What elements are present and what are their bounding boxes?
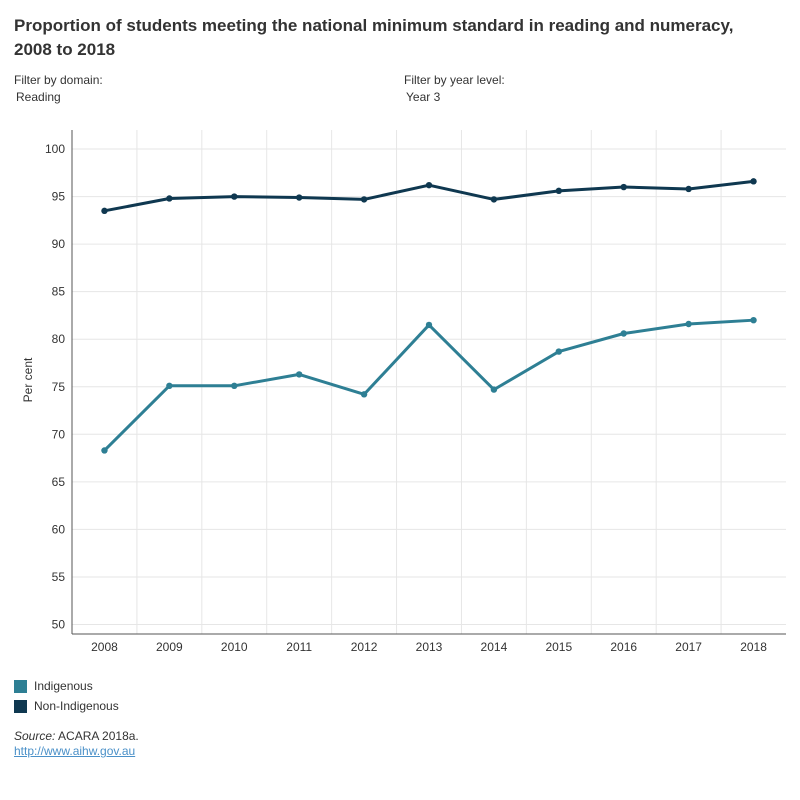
data-point-indigenous — [166, 382, 173, 390]
y-tick-label: 85 — [52, 285, 66, 299]
data-point-non-indigenous — [685, 185, 692, 193]
legend-swatch-indigenous — [14, 679, 27, 693]
x-tick-label: 2017 — [675, 640, 702, 654]
y-tick-label: 95 — [52, 190, 66, 204]
x-tick-label: 2012 — [351, 640, 378, 654]
filter-domain-select[interactable]: Reading — [16, 90, 61, 104]
data-point-non-indigenous — [231, 193, 238, 200]
x-tick-label: 2009 — [156, 640, 183, 654]
y-tick-label: 75 — [52, 380, 66, 394]
x-tick-label: 2013 — [416, 640, 443, 654]
legend-item-indigenous[interactable]: Indigenous — [14, 676, 119, 696]
data-point-non-indigenous — [490, 196, 498, 203]
data-point-indigenous — [101, 447, 108, 454]
filter-domain: Filter by domain: Reading — [14, 72, 103, 106]
x-tick-label: 2018 — [740, 640, 767, 654]
data-point-indigenous — [685, 320, 692, 328]
filter-year-level-select[interactable]: Year 3 — [406, 90, 441, 104]
data-point-non-indigenous — [360, 196, 368, 203]
data-point-non-indigenous — [555, 187, 563, 195]
data-point-non-indigenous — [425, 181, 433, 189]
x-tick-label: 2011 — [286, 640, 312, 654]
data-point-indigenous — [425, 321, 433, 329]
data-point-indigenous — [750, 316, 757, 324]
data-point-non-indigenous — [750, 178, 757, 185]
filter-domain-label: Filter by domain: — [14, 73, 103, 87]
y-tick-label: 60 — [52, 522, 66, 536]
data-point-non-indigenous — [620, 183, 627, 191]
filter-year-level-label: Filter by year level: — [404, 73, 505, 87]
legend: Indigenous Non-Indigenous — [14, 676, 119, 716]
aihw-link[interactable]: http://www.aihw.gov.au — [14, 744, 136, 758]
data-point-indigenous — [620, 330, 627, 337]
data-point-indigenous — [555, 348, 563, 355]
x-tick-label: 2008 — [91, 640, 118, 654]
filter-year-level: Filter by year level: Year 3 — [404, 72, 505, 106]
y-tick-label: 80 — [52, 332, 66, 346]
source-note: Source: ACARA 2018a. — [14, 728, 139, 744]
source-text: ACARA 2018a. — [55, 729, 139, 743]
data-point-indigenous — [490, 386, 498, 393]
x-tick-label: 2016 — [610, 640, 637, 654]
y-tick-label: 50 — [52, 617, 66, 631]
y-tick-label: 70 — [52, 427, 66, 441]
y-tick-label: 55 — [52, 570, 66, 584]
legend-label-indigenous: Indigenous — [34, 679, 93, 693]
x-tick-label: 2010 — [221, 640, 248, 654]
data-point-non-indigenous — [295, 194, 303, 201]
y-tick-label: 90 — [52, 237, 66, 251]
data-point-indigenous — [231, 382, 238, 390]
data-point-non-indigenous — [166, 195, 173, 202]
legend-item-non-indigenous[interactable]: Non-Indigenous — [14, 696, 119, 716]
x-tick-label: 2014 — [481, 640, 508, 654]
x-tick-label: 2015 — [545, 640, 572, 654]
data-point-indigenous — [360, 391, 368, 398]
data-point-non-indigenous — [101, 207, 108, 215]
data-point-indigenous — [295, 371, 303, 378]
y-axis-label: Per cent — [21, 357, 35, 402]
chart-title: Proportion of students meeting the natio… — [14, 16, 734, 59]
legend-swatch-non-indigenous — [14, 699, 27, 713]
legend-label-non-indigenous: Non-Indigenous — [34, 699, 119, 713]
y-tick-label: 100 — [45, 142, 65, 156]
source-prefix: Source: — [14, 729, 56, 743]
y-tick-label: 65 — [52, 475, 66, 489]
